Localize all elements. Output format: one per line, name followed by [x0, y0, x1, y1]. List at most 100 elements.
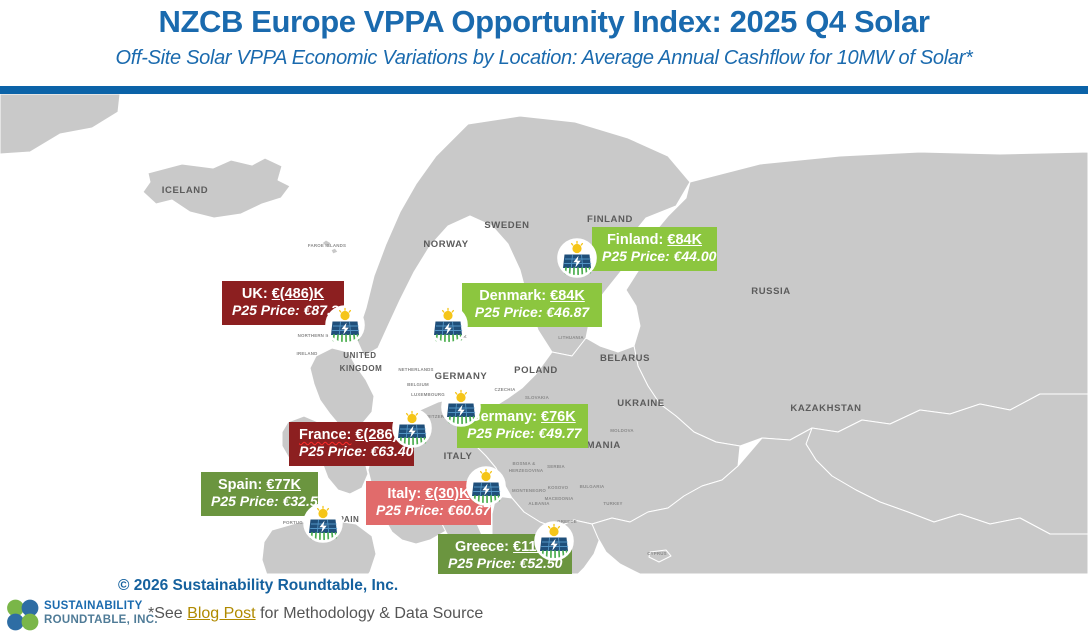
callout-p25-price: P25 Price: €46.87	[472, 304, 592, 321]
country-label: NETHERLANDS	[398, 367, 433, 372]
callout-country-name: Greece:	[455, 539, 510, 555]
country-label: LITHUANIA	[558, 335, 584, 340]
country-label: RUSSIA	[751, 286, 791, 297]
country-label: MONTENEGRO	[512, 488, 546, 493]
callout-country-name: Denmark:	[479, 288, 547, 304]
country-label: MOLDOVA	[610, 428, 634, 433]
callout-headline: Finland: €84K	[602, 232, 707, 248]
blog-post-link[interactable]: Blog Post	[187, 605, 256, 622]
country-label: NORWAY	[423, 239, 468, 250]
country-label: ALBANIA	[528, 501, 550, 506]
copyright-text: © 2026 Sustainability Roundtable, Inc.	[118, 577, 399, 594]
callout-p25-value: €44.00	[673, 248, 717, 265]
callout-p25-value: €49.77	[538, 425, 582, 442]
source-prefix: *See	[148, 605, 188, 622]
callout-headline: Germany: €76K	[467, 409, 578, 425]
callout-p25-value: €46.87	[546, 304, 590, 321]
header-divider	[0, 86, 1088, 94]
callout-p25-label: P25 Price:	[448, 555, 516, 572]
callout-headline: France: €(286)K	[299, 427, 408, 443]
country-label: TURKEY	[603, 501, 622, 506]
country-label: HERZEGOVINA	[509, 468, 544, 473]
logo-mark-icon	[7, 599, 39, 631]
callout-p25-price: P25 Price: €87.36	[232, 302, 346, 319]
solar-marker-icon-germany	[441, 387, 481, 427]
callout-uk: UK: €(486)K P25 Price: €87.36	[222, 281, 346, 325]
callout-cashflow-amount: €84K	[667, 232, 703, 248]
country-label: CYPRUS	[647, 551, 667, 556]
country-label: UKRAINE	[617, 398, 664, 409]
country-label: BELGIUM	[407, 382, 429, 387]
callout-headline: UK: €(486)K	[232, 286, 334, 302]
callout-country-name: Italy:	[387, 486, 422, 502]
country-label: ITALY	[444, 451, 473, 462]
country-label: ROMANIA	[571, 440, 621, 451]
source-note: *See Blog Post for Methodology & Data So…	[148, 605, 483, 623]
europe-map: ICELAND NORWAY SWEDEN FINLAND RUSSIA KAZAKHST…	[0, 94, 1088, 574]
callout-p25-label: P25 Price:	[474, 304, 543, 321]
country-label: GREECE	[557, 519, 577, 524]
logo-line-2: ROUNDTABLE, INC.	[44, 613, 158, 626]
solar-marker-icon-france	[392, 408, 432, 448]
callout-p25-value: €63.40	[370, 443, 414, 460]
header: NZCB Europe VPPA Opportunity Index: 2025…	[0, 0, 1088, 94]
map-graphic: ICELAND NORWAY SWEDEN FINLAND RUSSIA KAZAKHST…	[0, 94, 1088, 574]
callout-cashflow-amount: €77K	[266, 477, 301, 493]
country-label: UNITED	[343, 351, 376, 360]
callout-germany: Germany: €76K P25 Price: €49.77	[457, 404, 588, 448]
country-label: NORTHERN IRELAND	[298, 333, 347, 338]
callout-country-name: France:	[299, 427, 352, 443]
callout-headline: Denmark: €84K	[472, 288, 592, 304]
callout-country-name: Spain:	[217, 477, 263, 493]
country-label: FAROE ISLANDS	[308, 243, 346, 248]
logo-line-1: SUSTAINABILITY	[44, 600, 143, 612]
callout-finland: Finland: €84K P25 Price: €44.00	[592, 227, 717, 271]
callout-p25-price: P25 Price: €63.40	[299, 443, 413, 460]
callout-p25-price: P25 Price: €44.00	[602, 248, 716, 265]
callout-p25-label: P25 Price:	[602, 248, 670, 265]
country-label: BELARUS	[600, 353, 650, 364]
callout-p25-label: P25 Price:	[211, 493, 279, 510]
callout-cashflow-amount: €76K	[541, 409, 576, 425]
solar-marker-icon-spain	[303, 503, 343, 543]
page-subtitle: Off-Site Solar VPPA Economic Variations …	[115, 47, 973, 69]
callout-denmark: Denmark: €84K P25 Price: €46.87	[462, 283, 602, 327]
callout-headline: Spain: €77K	[211, 477, 308, 493]
country-label: SLOVAKIA	[525, 395, 550, 400]
callout-cashflow-amount: €(486)K	[271, 286, 325, 302]
map-landmass	[0, 94, 1088, 574]
solar-marker-icon-italy	[466, 466, 506, 506]
country-label: PORTUGAL	[283, 520, 309, 525]
page-title: NZCB Europe VPPA Opportunity Index: 2025…	[158, 4, 930, 39]
callout-country-name: Germany:	[469, 409, 537, 425]
callout-p25-price: P25 Price: €49.77	[467, 425, 581, 442]
callout-p25-price: P25 Price: €60.67	[376, 502, 490, 519]
footer: © 2026 Sustainability Roundtable, Inc. *…	[0, 574, 1088, 633]
country-label: SWEDEN	[484, 220, 529, 231]
source-suffix: for Methodology & Data Source	[255, 605, 484, 622]
country-label: GERMANY	[435, 371, 488, 382]
country-label: FINLAND	[587, 214, 633, 225]
country-label: LUXEMBOURG	[411, 392, 445, 397]
country-label: SERBIA	[547, 464, 565, 469]
callout-p25-price: P25 Price: €32.50	[211, 493, 325, 510]
callout-country-name: UK:	[241, 286, 268, 302]
solar-marker-icon-greece	[534, 521, 574, 561]
country-label: KOSOVO	[548, 485, 569, 490]
country-label: KAZAKHSTAN	[790, 403, 861, 414]
callout-cashflow-amount: €84K	[550, 288, 585, 304]
country-label: BULGARIA	[580, 484, 605, 489]
country-label: POLAND	[514, 365, 558, 376]
callout-p25-label: P25 Price:	[376, 502, 444, 519]
country-label: KINGDOM	[340, 364, 383, 373]
callout-cashflow-amount: €(30)K	[425, 486, 470, 502]
country-label: SPAIN	[333, 515, 360, 524]
country-label: MACEDONIA	[545, 496, 575, 501]
country-label: CZECHIA	[495, 387, 517, 392]
callout-headline: Italy: €(30)K	[376, 486, 481, 502]
solar-marker-icon-denmark	[428, 305, 468, 345]
callout-p25-label: P25 Price:	[299, 443, 367, 460]
country-label: SWITZERLAND	[423, 414, 457, 419]
callout-p25-label: P25 Price:	[232, 302, 300, 319]
callout-spain: Spain: €77K P25 Price: €32.50	[201, 472, 325, 516]
